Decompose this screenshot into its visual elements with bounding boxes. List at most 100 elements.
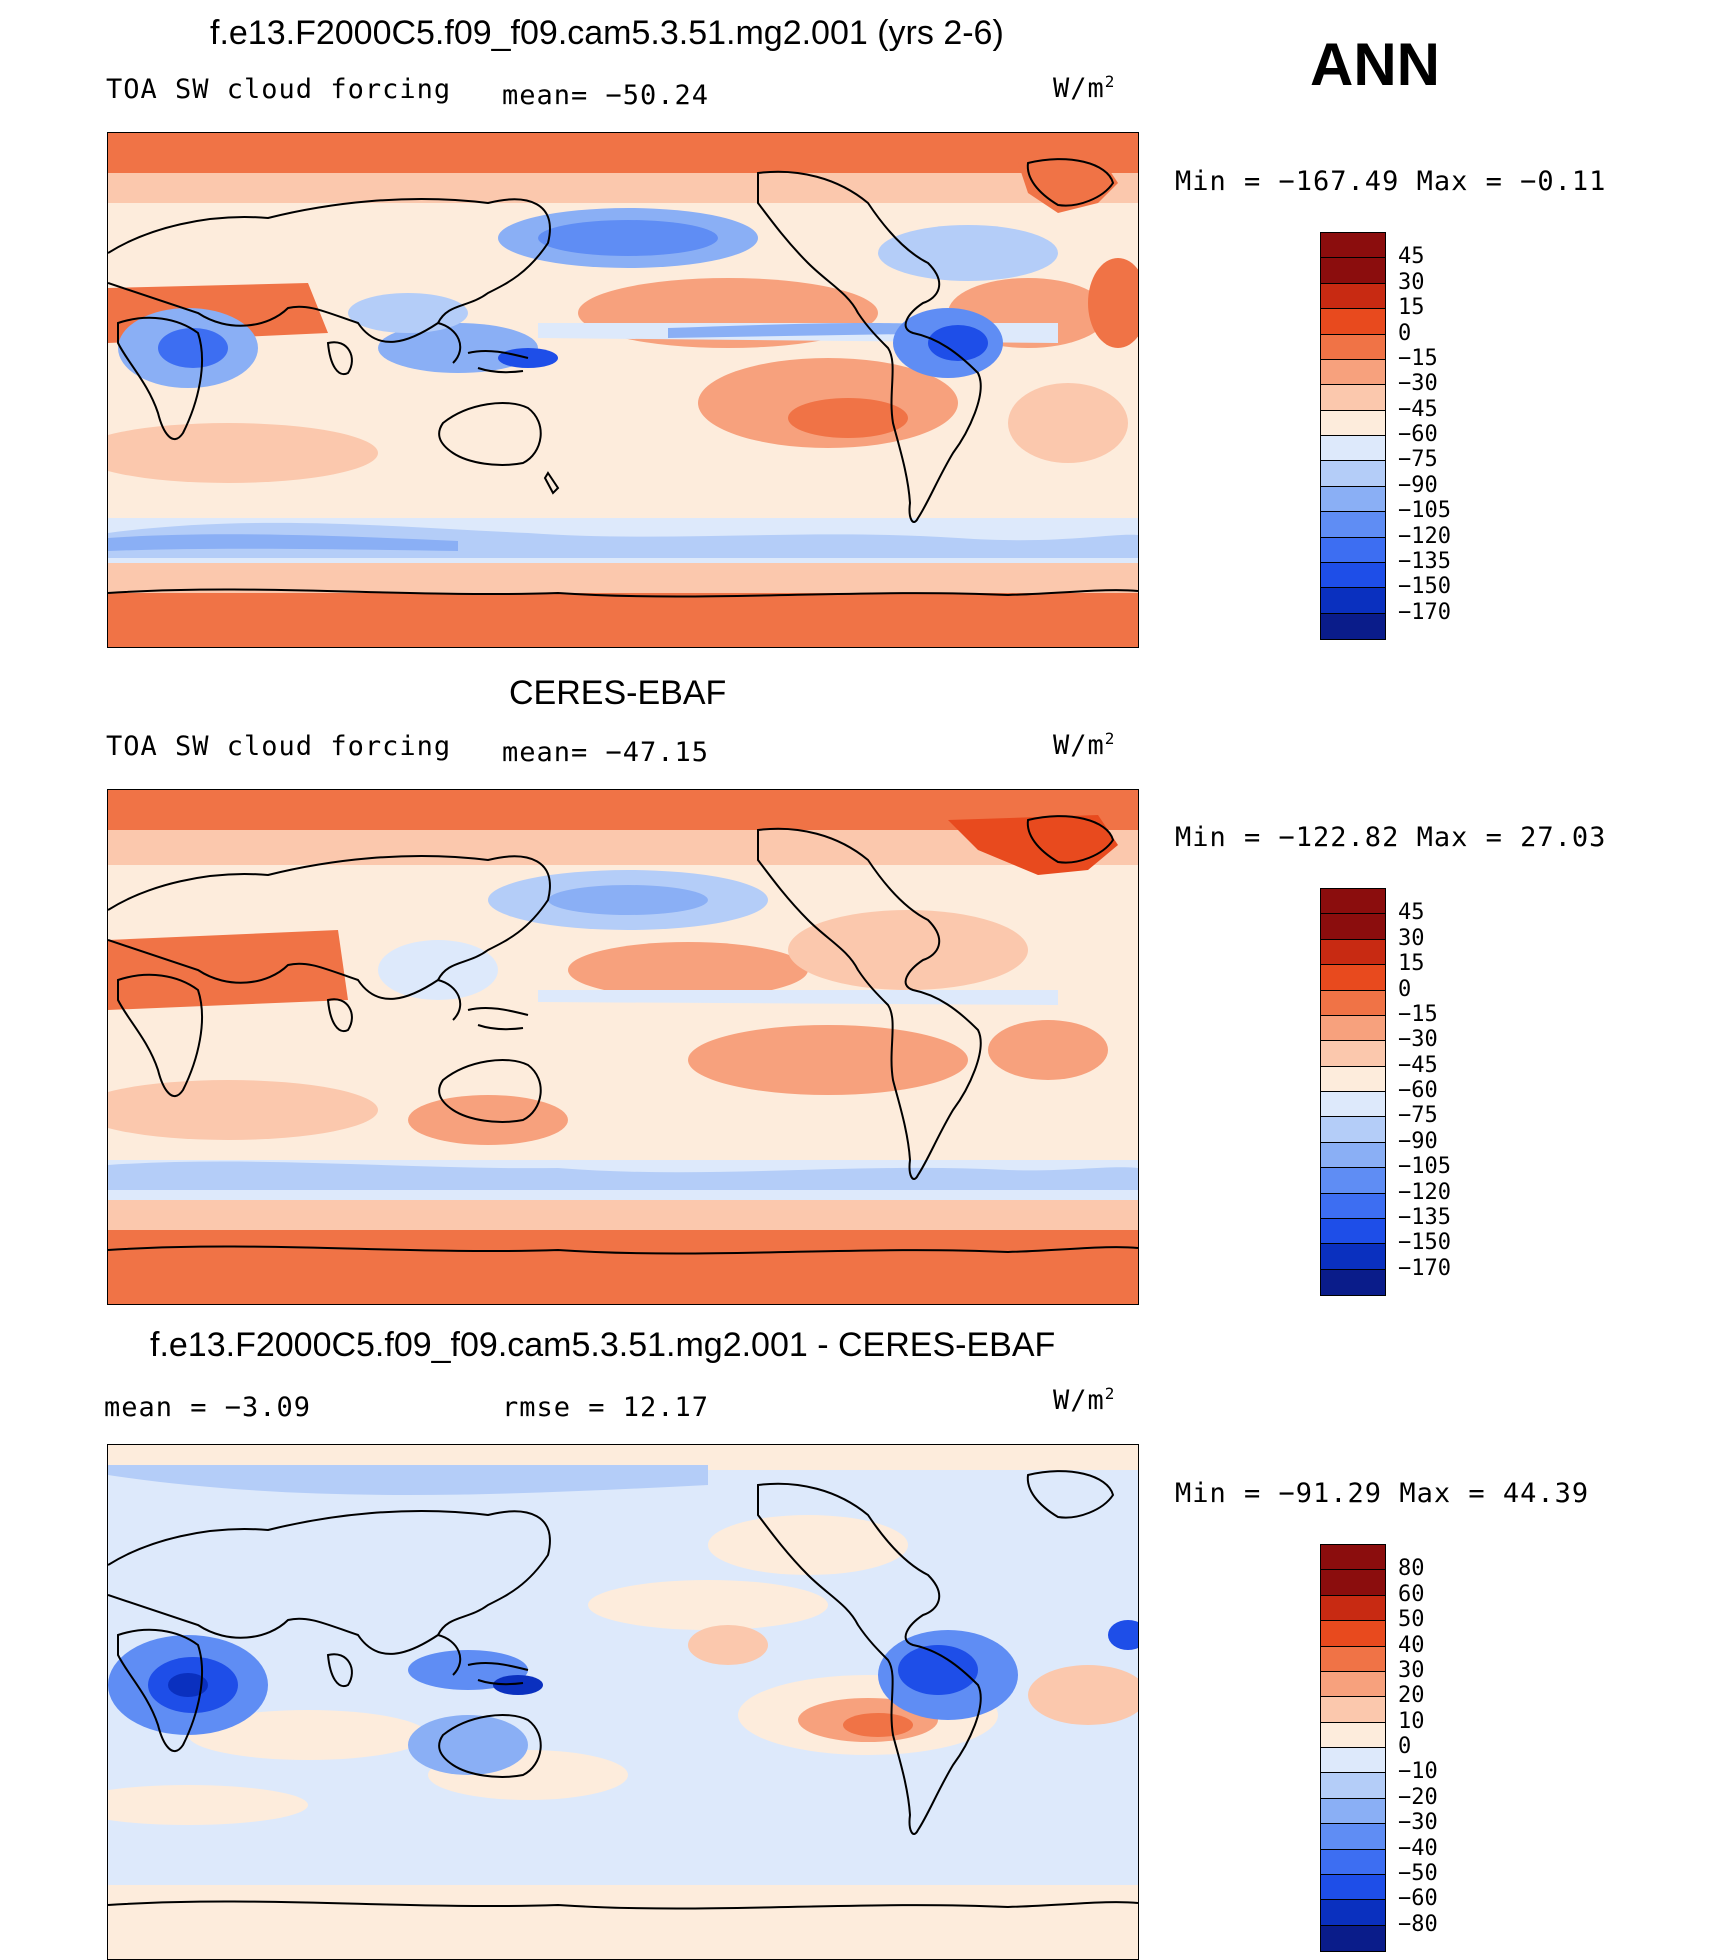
diff-field (108, 1445, 1138, 1959)
colorbar-ticks: 80 60 50 40 30 20 10 0 −10 −20 −30 −40 −50 −60 −80 (1398, 1544, 1478, 1950)
colorbar-swatch (1321, 1925, 1385, 1951)
colorbar-swatch (1321, 1824, 1385, 1850)
colorbar-tick-label: 40 (1398, 1632, 1425, 1658)
colorbar-swatch (1321, 1066, 1385, 1092)
colorbar-swatch (1321, 233, 1385, 259)
colorbar-swatch (1321, 537, 1385, 563)
colorbar-swatch (1321, 1545, 1385, 1571)
colorbar-tick-label: 60 (1398, 1581, 1425, 1607)
colorbar-swatch (1321, 1773, 1385, 1799)
colorbar-tick-label: −80 (1398, 1911, 1438, 1937)
colorbar-tick-label: 45 (1398, 244, 1425, 270)
colorbar-tick-label: −170 (1398, 1255, 1451, 1281)
colorbar-swatch (1321, 1798, 1385, 1825)
colorbar-swatch (1321, 309, 1385, 335)
colorbar-tick-label: −30 (1398, 371, 1438, 397)
colorbar (1320, 1544, 1386, 1952)
colorbar-ticks: 45 30 15 0 −15 −30 −45 −60 −75 −90 −105 −120 −135 −15… (1398, 888, 1478, 1294)
colorbar-tick-label: −170 (1398, 599, 1451, 625)
colorbar-swatch (1321, 334, 1385, 360)
model-map (107, 132, 1139, 648)
colorbar-tick-label: −45 (1398, 1052, 1438, 1078)
colorbar-tick-label: 45 (1398, 900, 1425, 926)
colorbar-swatch (1321, 1671, 1385, 1698)
colorbar-swatch (1321, 1849, 1385, 1875)
colorbar-swatch (1321, 1193, 1385, 1219)
colorbar-tick-label: 30 (1398, 925, 1425, 951)
colorbar-tick-label: 15 (1398, 951, 1425, 977)
mean-label: mean = −3.09 (104, 1392, 312, 1423)
colorbar-tick-label: −10 (1398, 1759, 1438, 1785)
colorbar-tick-label: −60 (1398, 422, 1438, 447)
colorbar (1320, 888, 1386, 1296)
units-label: W/m2 (1053, 72, 1116, 104)
colorbar-swatch (1321, 1269, 1385, 1295)
colorbar-ticks: 45 30 15 0 −15 −30 −45 −60 −75 −90 −105 −120 −135 −15… (1398, 232, 1478, 638)
colorbar-tick-label: −105 (1398, 1154, 1451, 1180)
colorbar-swatch (1321, 613, 1385, 639)
colorbar-swatch (1321, 1015, 1385, 1042)
colorbar-swatch (1321, 1900, 1385, 1926)
model-field (108, 133, 1138, 647)
colorbar-tick-label: −40 (1398, 1835, 1438, 1861)
obs-field (108, 790, 1138, 1304)
colorbar-swatch (1321, 990, 1385, 1016)
colorbar-swatch (1321, 461, 1385, 487)
colorbar-tick-label: 80 (1398, 1556, 1425, 1582)
mean-label: mean= −47.15 (502, 737, 710, 768)
colorbar-swatch (1321, 1570, 1385, 1596)
colorbar-swatch (1321, 258, 1385, 284)
colorbar-swatch (1321, 939, 1385, 966)
colorbar-swatch (1321, 1092, 1385, 1118)
colorbar-tick-label: 0 (1398, 1734, 1412, 1759)
colorbar-swatch (1321, 512, 1385, 538)
colorbar-swatch (1321, 1244, 1385, 1270)
colorbar-tick-label: 10 (1398, 1708, 1425, 1734)
colorbar-swatch (1321, 359, 1385, 386)
colorbar-swatch (1321, 1748, 1385, 1774)
colorbar-swatch (1321, 486, 1385, 513)
colorbar-tick-label: 0 (1398, 976, 1412, 1002)
colorbar-swatch (1321, 1722, 1385, 1748)
colorbar-tick-label: −120 (1398, 523, 1451, 549)
obs-map (107, 789, 1139, 1305)
variable-label: TOA SW cloud forcing (106, 74, 452, 105)
colorbar-tick-label: −30 (1398, 1810, 1438, 1836)
colorbar-tick-label: −150 (1398, 574, 1451, 600)
colorbar-swatch (1321, 1218, 1385, 1245)
colorbar-tick-label: −75 (1398, 447, 1438, 473)
colorbar-tick-label: −135 (1398, 1204, 1451, 1230)
colorbar-tick-label: −60 (1398, 1078, 1438, 1103)
colorbar-swatch (1321, 1142, 1385, 1169)
colorbar-swatch (1321, 1041, 1385, 1067)
colorbar-tick-label: −15 (1398, 1001, 1438, 1027)
colorbar (1320, 232, 1386, 640)
panel-title: f.e13.F2000C5.f09_f09.cam5.3.51.mg2.001 … (150, 1326, 1056, 1364)
colorbar-tick-label: −75 (1398, 1103, 1438, 1129)
panel-title: CERES-EBAF (509, 674, 727, 712)
stats-label: Min = −122.82 Max = 27.03 (1175, 822, 1607, 853)
colorbar-tick-label: −30 (1398, 1027, 1438, 1053)
colorbar-swatch (1321, 1117, 1385, 1143)
colorbar-tick-label: −50 (1398, 1860, 1438, 1886)
colorbar-tick-label: −120 (1398, 1179, 1451, 1205)
colorbar-swatch (1321, 562, 1385, 589)
colorbar-swatch (1321, 1168, 1385, 1194)
colorbar-swatch (1321, 1595, 1385, 1622)
colorbar-tick-label: −135 (1398, 548, 1451, 574)
colorbar-tick-label: 30 (1398, 269, 1425, 295)
colorbar-swatch (1321, 1646, 1385, 1672)
colorbar-tick-label: −15 (1398, 345, 1438, 371)
rmse-label: rmse = 12.17 (502, 1392, 710, 1423)
units-label: W/m2 (1053, 729, 1116, 761)
colorbar-swatch (1321, 914, 1385, 940)
stats-label: Min = −167.49 Max = −0.11 (1175, 166, 1607, 197)
stats-label: Min = −91.29 Max = 44.39 (1175, 1478, 1590, 1509)
colorbar-swatch (1321, 588, 1385, 614)
colorbar-tick-label: 0 (1398, 320, 1412, 346)
colorbar-tick-label: −90 (1398, 1128, 1438, 1154)
colorbar-swatch (1321, 889, 1385, 915)
colorbar-tick-label: 15 (1398, 295, 1425, 321)
colorbar-tick-label: −90 (1398, 472, 1438, 498)
mean-label: mean= −50.24 (502, 80, 710, 111)
